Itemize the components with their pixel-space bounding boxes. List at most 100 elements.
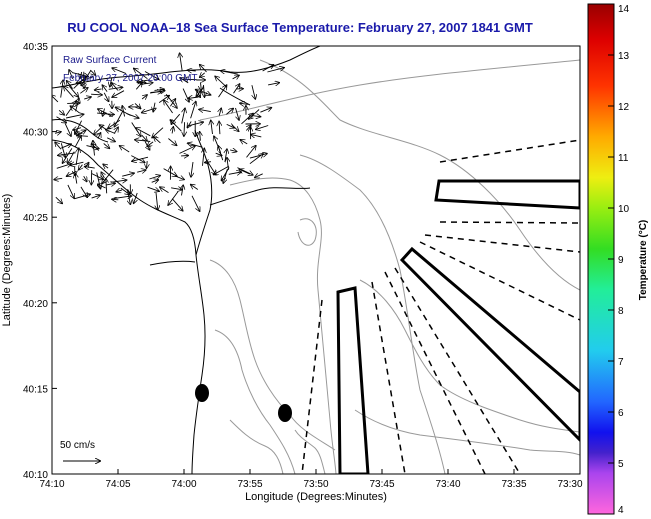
colorbar-tick-label: 5 xyxy=(618,459,624,470)
colorbar-tick-label: 13 xyxy=(618,51,630,62)
current-vector xyxy=(156,192,158,210)
current-vector xyxy=(52,95,59,103)
current-vector xyxy=(76,148,79,166)
current-vector xyxy=(116,190,123,192)
current-vector xyxy=(187,121,191,128)
x-tick-label: 73:50 xyxy=(303,479,328,490)
y-tick-label: 40:30 xyxy=(23,128,48,139)
current-vectors xyxy=(52,53,284,211)
current-vector xyxy=(203,149,205,166)
x-axis-label: Longitude (Degrees:Minutes) xyxy=(245,491,387,503)
current-vector xyxy=(134,103,141,108)
current-vector xyxy=(168,138,176,146)
current-vector xyxy=(180,53,183,71)
current-vector xyxy=(85,163,89,168)
bathymetry-contours xyxy=(199,59,580,474)
y-axis-label: Latitude (Degrees:Minutes) xyxy=(1,194,13,327)
current-vector xyxy=(215,153,222,155)
current-vector xyxy=(131,155,144,163)
current-vector xyxy=(233,84,240,94)
current-vector xyxy=(70,106,80,114)
current-vector xyxy=(256,125,269,130)
current-vector xyxy=(249,109,260,119)
traffic-lines xyxy=(301,139,580,474)
current-vector xyxy=(80,71,82,78)
map-title: RU COOL NOAA–18 Sea Surface Temperature:… xyxy=(67,20,533,35)
colorbar-tick-label: 6 xyxy=(618,408,624,419)
current-vector xyxy=(153,102,155,112)
current-vector xyxy=(165,94,177,108)
y-tick-label: 40:20 xyxy=(23,299,48,310)
current-vector xyxy=(226,109,233,115)
current-vector xyxy=(112,83,119,91)
current-vector xyxy=(251,135,262,137)
y-tick-label: 40:15 xyxy=(23,384,48,395)
coastline xyxy=(52,46,321,474)
current-vector xyxy=(200,132,201,141)
current-vector xyxy=(90,69,95,75)
x-tick-label: 73:30 xyxy=(557,479,582,490)
x-tick-label: 73:35 xyxy=(501,479,526,490)
y-tick-label: 40:35 xyxy=(23,42,48,53)
current-vector xyxy=(240,103,248,104)
current-vector xyxy=(122,106,124,117)
x-tick-label: 73:55 xyxy=(237,479,262,490)
current-vector xyxy=(211,121,213,135)
current-vector xyxy=(80,186,87,197)
current-vector xyxy=(171,198,183,211)
current-vector xyxy=(91,94,102,95)
current-vector xyxy=(64,86,74,98)
current-vector xyxy=(79,164,83,170)
legend-line2: February 27, 2007 20:00 GMT xyxy=(63,73,198,84)
y-tick-label: 40:25 xyxy=(23,213,48,224)
current-vector xyxy=(95,89,102,90)
current-vector xyxy=(70,162,84,165)
current-vector xyxy=(144,71,159,80)
current-vector xyxy=(231,124,239,131)
current-vector xyxy=(182,185,184,196)
current-vector xyxy=(268,83,279,85)
current-vector xyxy=(75,98,79,112)
current-vector xyxy=(160,187,169,193)
current-vector xyxy=(134,69,148,80)
current-vector xyxy=(131,122,141,137)
x-tick-label: 74:10 xyxy=(39,479,64,490)
current-vector xyxy=(218,85,227,98)
current-vector xyxy=(219,108,221,116)
current-vector xyxy=(135,82,142,90)
current-vector xyxy=(55,196,62,203)
current-vector xyxy=(201,82,202,90)
current-vector xyxy=(68,85,78,97)
colorbar-tick-label: 11 xyxy=(618,153,629,164)
current-vector xyxy=(229,150,236,152)
current-vector xyxy=(204,85,205,97)
current-vector xyxy=(188,70,196,71)
current-vector xyxy=(149,176,160,179)
colorbar-tick-label: 12 xyxy=(618,102,630,113)
current-vector xyxy=(172,127,173,134)
current-vector xyxy=(112,90,125,98)
current-vector xyxy=(150,91,165,93)
current-vector xyxy=(86,146,99,149)
current-vector xyxy=(191,162,193,177)
current-vector xyxy=(215,76,228,88)
current-vector xyxy=(84,97,91,99)
colorbar-tick-label: 14 xyxy=(618,4,630,15)
current-vector xyxy=(56,116,67,123)
current-vector xyxy=(103,143,110,149)
current-vector xyxy=(142,95,147,99)
current-vector xyxy=(55,142,62,150)
current-vector xyxy=(91,195,100,198)
current-vector xyxy=(226,124,235,127)
current-vector xyxy=(58,110,64,115)
current-vector xyxy=(181,108,185,124)
current-vector xyxy=(66,114,84,119)
current-vector xyxy=(136,128,151,137)
current-vector xyxy=(246,146,256,158)
current-vector xyxy=(141,134,147,141)
current-vector xyxy=(114,127,118,134)
current-vector xyxy=(227,158,229,170)
current-vector xyxy=(112,199,119,200)
current-vector xyxy=(235,107,240,120)
current-vector xyxy=(97,113,114,114)
